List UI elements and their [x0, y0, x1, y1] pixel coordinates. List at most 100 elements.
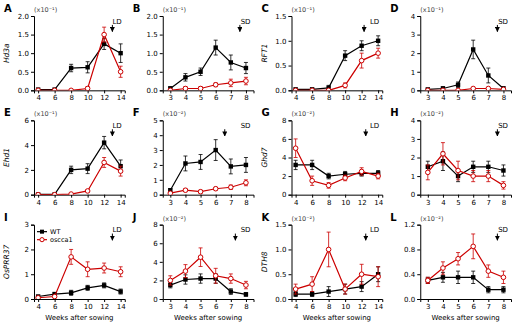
- y-tick: 6: [282, 136, 291, 144]
- x-tick-mark: [216, 195, 217, 198]
- marker: [310, 88, 315, 90]
- x-tick: 3: [169, 90, 173, 102]
- y-tick: 5: [153, 117, 162, 125]
- y-tick: 2: [153, 162, 162, 170]
- x-tick: 6: [310, 195, 315, 207]
- error-bar: [471, 171, 475, 182]
- error-bar: [199, 155, 203, 170]
- error-bar: [244, 77, 248, 84]
- y-tick-mark: [289, 274, 292, 275]
- x-tick: 3: [426, 90, 430, 102]
- marker: [229, 185, 234, 190]
- series-line: [38, 143, 121, 195]
- marker: [486, 73, 490, 77]
- y-tick-mark: [289, 16, 292, 17]
- marker: [244, 292, 248, 296]
- x-tick-label: 6: [310, 303, 315, 311]
- y-tick-mark: [289, 249, 292, 250]
- x-tick: 10: [341, 90, 350, 102]
- series-line: [38, 44, 121, 90]
- y-axis-line: [289, 225, 293, 299]
- x-tick: 7: [487, 90, 491, 102]
- marker: [471, 244, 476, 249]
- marker: [426, 278, 431, 283]
- marker: [244, 163, 248, 167]
- y-tick-mark: [289, 120, 292, 121]
- x-tick-mark: [88, 299, 89, 302]
- x-tick-label: 6: [471, 94, 476, 102]
- x-tick-label: 8: [502, 303, 506, 311]
- x-tick-label: 3: [169, 199, 173, 207]
- y-axis: 0123: [25, 221, 35, 303]
- x-tick: 3: [169, 299, 173, 311]
- condition: LD: [370, 122, 379, 130]
- x-tick-mark: [246, 90, 247, 93]
- error-bar: [486, 265, 490, 277]
- x-axis: 468101214: [35, 90, 127, 102]
- scale-note: (x10⁻²): [420, 110, 443, 118]
- marker: [69, 192, 74, 195]
- x-tick-label: 3: [426, 94, 430, 102]
- error-bar: [199, 248, 203, 267]
- y-tick: 1.5: [147, 31, 163, 39]
- y-tick-label: 0.0: [18, 87, 29, 95]
- marker: [198, 86, 203, 90]
- panel-label: L: [390, 212, 397, 223]
- error-bar: [426, 165, 430, 180]
- y-axis-line: [417, 225, 421, 299]
- x-tick-label: 4: [441, 94, 446, 102]
- condition: SD: [241, 18, 251, 26]
- error-bar: [86, 87, 90, 91]
- x-tick: 12: [100, 195, 109, 207]
- y-tick-mark: [289, 225, 292, 226]
- marker: [486, 288, 490, 292]
- panel-label: H: [390, 107, 398, 118]
- x-tick-label: 7: [229, 303, 233, 311]
- x-axis: 345678: [163, 299, 254, 311]
- y-tick-label: 1: [25, 271, 29, 279]
- marker: [456, 168, 461, 173]
- x-tick-mark: [231, 195, 232, 198]
- error-bar: [119, 267, 123, 277]
- x-tick-mark: [216, 90, 217, 93]
- x-tick: 8: [327, 299, 331, 311]
- error-bar: [119, 166, 123, 176]
- y-tick-label: 8: [153, 221, 157, 229]
- y-tick: 2: [25, 246, 34, 254]
- marker: [52, 87, 56, 90]
- x-tick: 10: [84, 90, 93, 102]
- marker: [244, 283, 249, 288]
- x-tick-mark: [170, 299, 171, 302]
- error-bar: [310, 160, 314, 169]
- panel: 34567801234(x10⁻²)HSD: [390, 107, 511, 206]
- panel: 34567802468(x10⁻²)JSDWeeks after sowing: [132, 212, 254, 322]
- marker: [85, 65, 89, 69]
- y-axis-line: [160, 121, 164, 195]
- x-tick-mark: [503, 299, 504, 302]
- y-axis-line: [160, 225, 164, 299]
- error-bar: [183, 189, 187, 192]
- series-line: [428, 246, 504, 280]
- y-tick: 2.0: [147, 13, 163, 21]
- x-tick-mark: [488, 90, 489, 93]
- x-tick-mark: [362, 90, 363, 93]
- marker: [471, 86, 476, 90]
- x-tick-mark: [201, 299, 202, 302]
- error-bar: [119, 44, 123, 63]
- y-tick-mark: [160, 16, 163, 17]
- panel-label: F: [133, 107, 140, 118]
- error-bar: [69, 166, 73, 173]
- y-tick-mark: [31, 16, 34, 17]
- y-tick-mark: [31, 170, 34, 171]
- x-tick-mark: [201, 90, 202, 93]
- error-bar: [294, 139, 298, 158]
- y-tick: 4: [411, 117, 420, 125]
- error-bar: [310, 176, 314, 185]
- y-tick-mark: [289, 195, 292, 196]
- x-tick-label: 5: [199, 303, 203, 311]
- y-tick-label: 1.0: [275, 246, 286, 254]
- x-tick-mark: [378, 195, 379, 198]
- condition: LD: [370, 226, 379, 234]
- y-tick-mark: [160, 225, 163, 226]
- plot-area: [426, 143, 506, 189]
